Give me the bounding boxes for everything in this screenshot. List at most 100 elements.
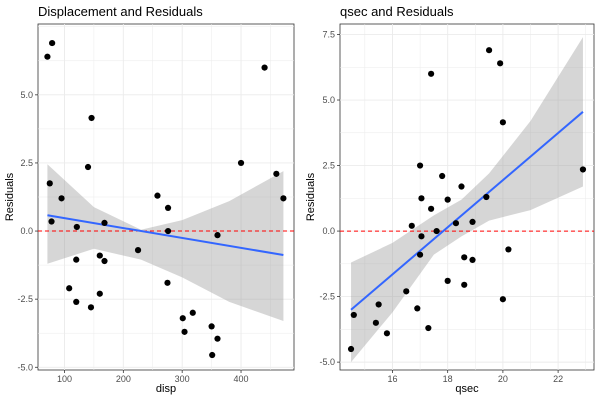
plot-area: [339, 23, 595, 371]
data-point: [418, 195, 425, 202]
data-point: [485, 47, 493, 54]
chart-title: qsec and Residuals: [340, 4, 454, 19]
data-point: [164, 279, 171, 286]
data-point: [164, 227, 172, 235]
confidence-band: [351, 37, 583, 363]
data-point: [444, 277, 451, 284]
data-point: [403, 288, 410, 295]
data-point: [101, 257, 108, 265]
data-points: [347, 47, 587, 353]
x-tick-label: 18: [443, 374, 453, 384]
confidence-band-area: [47, 164, 284, 321]
x-tick-label: 16: [387, 374, 397, 384]
y-tick-label: -2.5: [17, 294, 33, 304]
data-point: [458, 183, 465, 190]
data-point: [452, 220, 460, 227]
data-point: [88, 114, 95, 122]
confidence-band: [47, 164, 284, 321]
data-point: [66, 285, 73, 292]
data-point: [499, 296, 506, 303]
data-point: [96, 290, 103, 297]
x-ticks: 16 18 20 22: [387, 370, 563, 384]
data-point: [164, 204, 172, 211]
data-point: [383, 330, 391, 337]
data-point: [208, 323, 215, 330]
data-point: [416, 162, 424, 169]
chart-title: Displacement and Residuals: [38, 4, 203, 19]
data-point: [214, 335, 221, 342]
panel-displacement: Displacement and Residuals 100 200 300 400 …: [4, 4, 295, 395]
data-point: [414, 305, 421, 312]
data-point: [347, 345, 355, 353]
data-point: [273, 170, 280, 177]
data-point: [416, 251, 424, 258]
data-point: [58, 195, 65, 202]
grid: [38, 24, 294, 370]
x-tick-label: 22: [553, 374, 563, 384]
y-ticks: -5.0 -2.5 0.0 2.5 5.0 7.5: [319, 29, 340, 367]
y-tick-label: 2.5: [322, 161, 335, 171]
data-point: [439, 172, 446, 180]
data-point: [469, 256, 476, 264]
data-point: [49, 39, 56, 47]
y-tick-label: 5.0: [322, 95, 335, 105]
y-tick-label: -5.0: [17, 362, 33, 372]
data-point: [214, 232, 221, 239]
data-point: [189, 309, 196, 316]
y-tick-label: 2.5: [20, 158, 33, 168]
x-tick-label: 100: [57, 374, 72, 384]
data-point: [181, 328, 188, 335]
data-point: [433, 227, 440, 235]
data-point: [154, 192, 161, 199]
data-point: [469, 218, 476, 226]
x-ticks: 100 200 300 400: [57, 370, 249, 384]
x-axis-label: disp: [156, 383, 176, 395]
data-point: [428, 70, 435, 77]
y-tick-label: 7.5: [322, 29, 335, 39]
fit-line: [47, 214, 284, 257]
data-point: [73, 256, 80, 263]
data-point: [84, 163, 92, 171]
data-point: [350, 311, 357, 319]
data-point: [48, 218, 55, 225]
data-point: [375, 301, 382, 308]
panel-qsec: qsec and Residuals 16 18 20 22 -5.0 -2.5 0.0 2…: [305, 4, 595, 395]
y-tick-label: -2.5: [319, 292, 335, 302]
y-tick-label: -5.0: [319, 357, 335, 367]
data-point: [499, 119, 506, 126]
data-point: [408, 222, 415, 229]
data-point: [461, 281, 468, 288]
data-point: [372, 319, 379, 326]
data-point: [96, 252, 103, 259]
x-tick-label: 400: [234, 374, 249, 384]
data-point: [44, 53, 51, 60]
data-point: [444, 196, 451, 203]
data-points: [44, 39, 287, 359]
confidence-band-area: [351, 37, 583, 363]
data-point: [461, 254, 468, 261]
fit-line: [350, 111, 584, 311]
data-point: [497, 60, 504, 67]
data-point: [87, 304, 95, 311]
regression-line: [350, 111, 584, 311]
data-point: [101, 219, 108, 226]
data-point: [237, 159, 245, 167]
x-tick-label: 200: [116, 374, 131, 384]
data-point: [425, 324, 432, 332]
regression-line: [47, 214, 284, 257]
grid: [340, 24, 594, 370]
data-point: [505, 246, 512, 253]
data-point: [280, 195, 287, 202]
data-point: [73, 298, 80, 305]
y-ticks: -5.0 -2.5 0.0 2.5 5.0: [17, 90, 38, 372]
data-point: [46, 180, 53, 187]
data-point: [261, 64, 268, 71]
data-point: [73, 223, 80, 231]
y-tick-label: 0.0: [322, 226, 335, 236]
data-point: [483, 193, 490, 201]
y-tick-label: 5.0: [20, 90, 33, 100]
y-tick-label: 0.0: [20, 226, 33, 236]
data-point: [418, 233, 425, 240]
x-tick-label: 300: [175, 374, 190, 384]
